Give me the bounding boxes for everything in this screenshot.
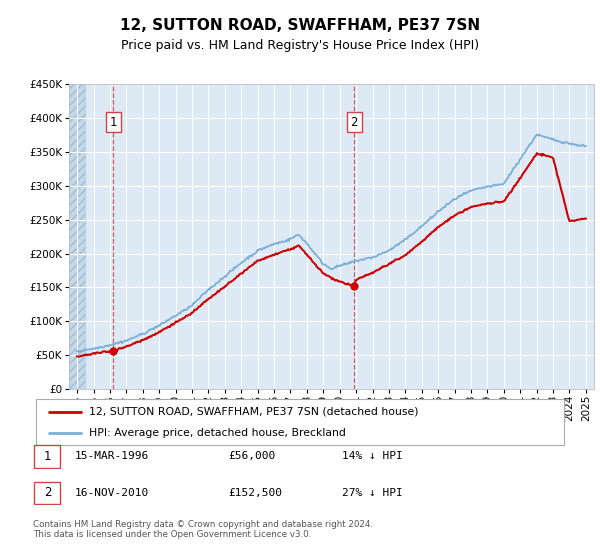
Text: Contains HM Land Registry data © Crown copyright and database right 2024.
This d: Contains HM Land Registry data © Crown c… <box>33 520 373 539</box>
Text: 1: 1 <box>110 116 117 129</box>
Text: HPI: Average price, detached house, Breckland: HPI: Average price, detached house, Brec… <box>89 428 346 438</box>
Bar <box>69 84 85 389</box>
FancyBboxPatch shape <box>34 482 61 504</box>
Text: 2: 2 <box>350 116 358 129</box>
Bar <box>69 84 85 389</box>
Text: 15-MAR-1996: 15-MAR-1996 <box>75 451 149 461</box>
Text: £152,500: £152,500 <box>228 488 282 498</box>
Text: 12, SUTTON ROAD, SWAFFHAM, PE37 7SN (detached house): 12, SUTTON ROAD, SWAFFHAM, PE37 7SN (det… <box>89 407 418 417</box>
Text: 2: 2 <box>44 486 51 500</box>
Text: 1: 1 <box>44 450 51 463</box>
Text: £56,000: £56,000 <box>228 451 275 461</box>
Text: Price paid vs. HM Land Registry's House Price Index (HPI): Price paid vs. HM Land Registry's House … <box>121 39 479 52</box>
Text: 14% ↓ HPI: 14% ↓ HPI <box>342 451 403 461</box>
Text: 27% ↓ HPI: 27% ↓ HPI <box>342 488 403 498</box>
Text: 12, SUTTON ROAD, SWAFFHAM, PE37 7SN: 12, SUTTON ROAD, SWAFFHAM, PE37 7SN <box>120 18 480 33</box>
FancyBboxPatch shape <box>34 445 61 468</box>
FancyBboxPatch shape <box>36 399 564 445</box>
Text: 16-NOV-2010: 16-NOV-2010 <box>75 488 149 498</box>
